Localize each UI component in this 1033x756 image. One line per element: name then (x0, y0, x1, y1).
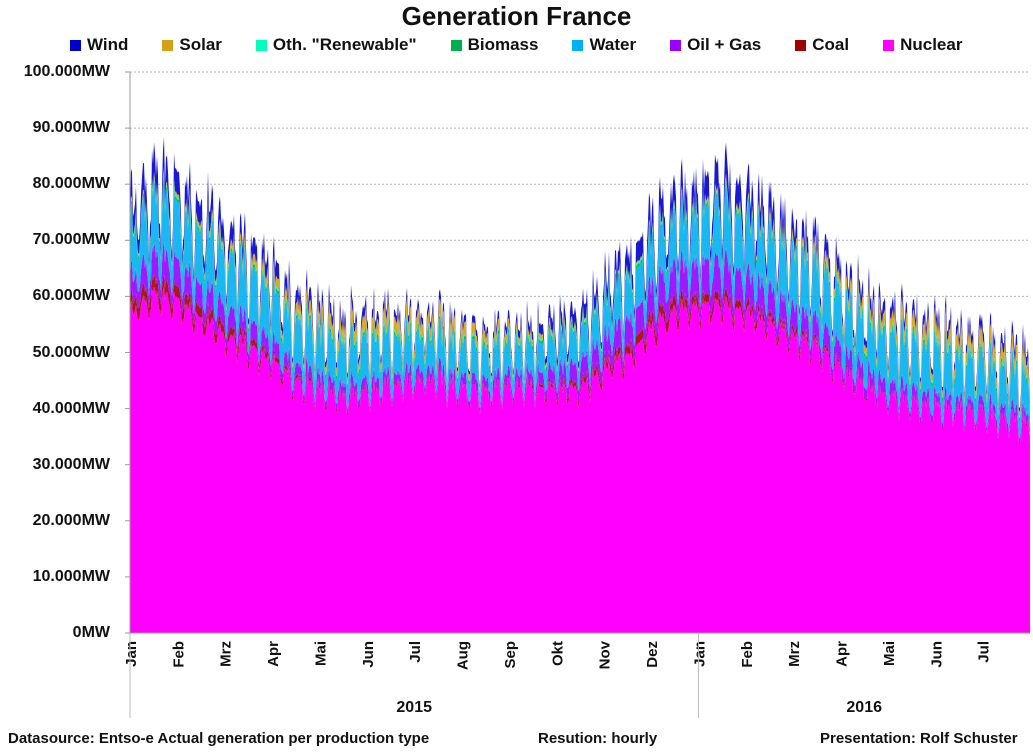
legend-label-oil-gas: Oil + Gas (687, 35, 762, 54)
area-water (130, 175, 1030, 439)
year-label: 2016 (846, 699, 882, 716)
x-tick-label: Feb (170, 641, 187, 668)
y-tick-label: 30.000MW (32, 455, 110, 473)
legend-item-other-renewable: Oth. "Renewable" (255, 35, 417, 55)
legend-label-coal: Coal (812, 35, 850, 54)
x-tick-label: Jan (691, 641, 708, 667)
legend-swatch-wind (70, 39, 81, 51)
x-tick-label: Mai (312, 641, 329, 666)
x-tick-label: Jun (928, 641, 945, 668)
x-tick-label: Mrz (786, 641, 803, 667)
x-tick-label: Jan (123, 641, 140, 667)
y-tick-label: 100.000MW (23, 63, 110, 80)
y-tick-label: 50.000MW (32, 343, 110, 361)
y-tick-label: 40.000MW (32, 399, 110, 417)
x-tick-label: Jun (360, 641, 377, 668)
x-tick-label: Jul (407, 641, 424, 663)
x-tick-label: Apr (265, 641, 282, 667)
legend-label-wind: Wind (87, 35, 129, 54)
y-tick-label: 10.000MW (32, 567, 110, 585)
x-tick-label: Mai (881, 641, 898, 666)
x-tick-label: Okt (549, 641, 566, 666)
area-oth-renewable (130, 170, 1030, 419)
legend-label-water: Water (589, 35, 637, 54)
legend-item-coal: Coal (795, 35, 849, 55)
area-solar (130, 166, 1030, 417)
legend: Wind Solar Oth. "Renewable" Biomass Wate… (70, 33, 996, 57)
footer-presentation: Presentation: Rolf Schuster (820, 730, 1018, 747)
y-tick-label: 0MW (72, 624, 110, 641)
legend-swatch-nuclear (883, 39, 895, 51)
legend-swatch-biomass (450, 39, 462, 51)
area-wind (130, 137, 1030, 412)
legend-item-water: Water (572, 35, 636, 55)
x-tick-label: Nov (597, 640, 614, 669)
legend-item-wind: Wind (70, 35, 128, 55)
x-tick-label: Feb (739, 641, 756, 668)
footer-resolution: Resution: hourly (538, 730, 658, 747)
legend-label-other-renewable: Oth. "Renewable" (272, 35, 417, 54)
area-nuclear (130, 286, 1030, 633)
legend-swatch-solar (162, 39, 174, 51)
legend-swatch-coal (795, 39, 807, 51)
y-tick-label: 80.000MW (32, 175, 110, 193)
legend-swatch-water (572, 39, 584, 51)
area-oil-gas (130, 241, 1030, 443)
x-tick-label: Apr (834, 641, 851, 667)
y-tick-label: 60.000MW (32, 287, 110, 305)
x-tick-label: Jul (976, 641, 993, 663)
x-tick-label: Dez (644, 641, 661, 668)
x-tick-label: Mrz (218, 641, 235, 667)
legend-item-nuclear: Nuclear (883, 35, 962, 55)
y-tick-label: 70.000MW (32, 231, 110, 249)
legend-item-oil-gas: Oil + Gas (670, 35, 761, 55)
year-label: 2015 (396, 699, 432, 716)
y-tick-label: 90.000MW (32, 119, 110, 137)
legend-label-nuclear: Nuclear (900, 35, 963, 54)
y-tick-label: 20.000MW (32, 511, 110, 529)
legend-swatch-other-renewable (255, 39, 267, 51)
legend-item-biomass: Biomass (450, 35, 539, 55)
x-tick-label: Sep (502, 641, 519, 669)
footer-source: Datasource: Entso-e Actual generation pe… (8, 730, 430, 747)
legend-swatch-oil-gas (670, 39, 682, 51)
area-biomass (130, 171, 1030, 422)
legend-label-biomass: Biomass (467, 35, 539, 54)
chart-title: Generation France (401, 1, 632, 31)
legend-label-solar: Solar (179, 35, 222, 54)
x-tick-label: Aug (455, 641, 472, 670)
legend-item-solar: Solar (162, 35, 222, 55)
